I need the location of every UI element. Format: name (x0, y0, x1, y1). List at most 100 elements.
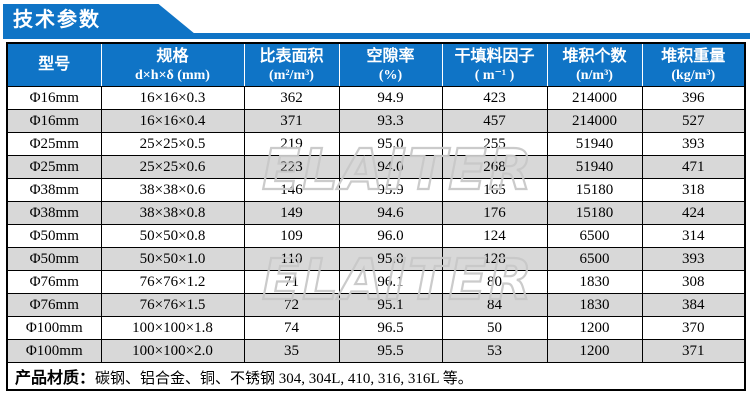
table-cell: 214000 (546, 109, 643, 133)
table-cell: Φ76mm (6, 270, 102, 294)
table-row: Φ25mm 25×25×0.6 223 94.0 268 51940 471 (6, 155, 746, 179)
table-cell: 25×25×0.5 (100, 132, 245, 156)
table-cell: 94.0 (338, 155, 443, 179)
table-cell: 128 (441, 247, 548, 271)
table-cell: 72 (243, 293, 340, 317)
table-cell: 95.1 (338, 293, 443, 317)
table-cell: 1200 (546, 316, 643, 340)
table-cell: 110 (243, 247, 340, 271)
table-cell: 38×38×0.6 (100, 178, 245, 202)
table-cell: 371 (641, 339, 746, 363)
col-header-unit: (%) (378, 67, 403, 83)
material-note-label: 产品材质： (15, 370, 96, 387)
spec-table: 型号 规格 d×h×δ (mm) 比表面积 (m²/m³) 空隙率 (%) 干填… (6, 42, 746, 391)
col-header-count: 堆积个数 (n/m³) (546, 43, 643, 87)
table-cell: 124 (441, 224, 548, 248)
table-cell: 94.6 (338, 201, 443, 225)
table-cell: 100×100×2.0 (100, 339, 245, 363)
table-cell: 95.0 (338, 247, 443, 271)
table-cell: Φ25mm (6, 132, 102, 156)
table-cell: 255 (441, 132, 548, 156)
table-cell: 146 (243, 178, 340, 202)
table-cell: Φ50mm (6, 224, 102, 248)
table-cell: 384 (641, 293, 746, 317)
table-body: Φ16mm 16×16×0.3 362 94.9 423 214000 396 Φ16mm 16… (6, 86, 746, 363)
col-header-label: 干填料因子 (454, 47, 535, 65)
table-cell: 6500 (546, 247, 643, 271)
table-cell: 96.5 (338, 316, 443, 340)
table-footer: 产品材质：碳钢、铝合金、铜、不锈钢 304, 304L, 410, 316, 3… (6, 362, 746, 391)
table-cell: 268 (441, 155, 548, 179)
col-header-unit: (kg/m³) (671, 67, 716, 83)
table-cell: 15180 (546, 201, 643, 225)
col-header-packing-factor: 干填料因子 ( m⁻¹ ) (441, 43, 548, 87)
banner-underline (3, 33, 750, 39)
col-header-unit: (m²/m³) (269, 67, 314, 83)
table-cell: 214000 (546, 86, 643, 110)
table-cell: 371 (243, 109, 340, 133)
section-banner (3, 4, 195, 34)
table-cell: 94.9 (338, 86, 443, 110)
col-header-model: 型号 (6, 43, 102, 87)
col-header-label: 堆积重量 (661, 47, 726, 65)
table-cell: 16×16×0.4 (100, 109, 245, 133)
table-cell: 25×25×0.6 (100, 155, 245, 179)
table-cell: 457 (441, 109, 548, 133)
table-row: Φ38mm 38×38×0.8 149 94.6 176 15180 424 (6, 201, 746, 225)
table-cell: 16×16×0.3 (100, 86, 245, 110)
table-cell: 396 (641, 86, 746, 110)
table-row: Φ100mm 100×100×2.0 35 95.5 53 1200 371 (6, 339, 746, 363)
table-cell: 80 (441, 270, 548, 294)
table-cell: 423 (441, 86, 548, 110)
table-cell: 71 (243, 270, 340, 294)
col-header-label: 型号 (38, 56, 71, 73)
table-cell: 38×38×0.8 (100, 201, 245, 225)
table-row: Φ38mm 38×38×0.6 146 95.9 165 15180 318 (6, 178, 746, 202)
table-cell: 362 (243, 86, 340, 110)
table-cell: 93.3 (338, 109, 443, 133)
table-row: Φ76mm 76×76×1.5 72 95.1 84 1830 384 (6, 293, 746, 317)
col-header-label: 比表面积 (259, 47, 324, 65)
table-cell: Φ25mm (6, 155, 102, 179)
table-row: Φ25mm 25×25×0.5 219 95.0 255 51940 393 (6, 132, 746, 156)
table-cell: 100×100×1.8 (100, 316, 245, 340)
table-cell: 314 (641, 224, 746, 248)
table-cell: 95.5 (338, 339, 443, 363)
table-cell: 176 (441, 201, 548, 225)
col-header-unit: d×h×δ (mm) (135, 67, 210, 83)
table-cell: 393 (641, 132, 746, 156)
table-row: Φ76mm 76×76×1.2 71 96.1 80 1830 308 (6, 270, 746, 294)
table-row: Φ50mm 50×50×1.0 110 95.0 128 6500 393 (6, 247, 746, 271)
table-cell: Φ16mm (6, 86, 102, 110)
col-header-label: 堆积个数 (562, 47, 627, 65)
table-cell: 95.0 (338, 132, 443, 156)
table-cell: 96.1 (338, 270, 443, 294)
table-cell: 471 (641, 155, 746, 179)
col-header-weight: 堆积重量 (kg/m³) (641, 43, 746, 87)
table-cell: 1830 (546, 293, 643, 317)
table-cell: 1200 (546, 339, 643, 363)
col-header-void-ratio: 空隙率 (%) (338, 43, 443, 87)
table-cell: 50 (441, 316, 548, 340)
table-cell: Φ38mm (6, 178, 102, 202)
table-cell: 109 (243, 224, 340, 248)
table-cell: 74 (243, 316, 340, 340)
table-header: 型号 规格 d×h×δ (mm) 比表面积 (m²/m³) 空隙率 (%) 干填… (6, 43, 746, 87)
table-row: Φ50mm 50×50×0.8 109 96.0 124 6500 314 (6, 224, 746, 248)
table-cell: Φ50mm (6, 247, 102, 271)
table-cell: 76×76×1.2 (100, 270, 245, 294)
table-cell: 223 (243, 155, 340, 179)
table-row: Φ16mm 16×16×0.4 371 93.3 457 214000 527 (6, 109, 746, 133)
table-cell: 424 (641, 201, 746, 225)
table-cell: 84 (441, 293, 548, 317)
table-cell: Φ100mm (6, 316, 102, 340)
table-cell: 149 (243, 201, 340, 225)
table-cell: Φ100mm (6, 339, 102, 363)
table-cell: 96.0 (338, 224, 443, 248)
section-title: 技术参数 (13, 9, 101, 31)
table-cell: 76×76×1.5 (100, 293, 245, 317)
table-cell: 53 (441, 339, 548, 363)
table-cell: 308 (641, 270, 746, 294)
table-cell: 393 (641, 247, 746, 271)
